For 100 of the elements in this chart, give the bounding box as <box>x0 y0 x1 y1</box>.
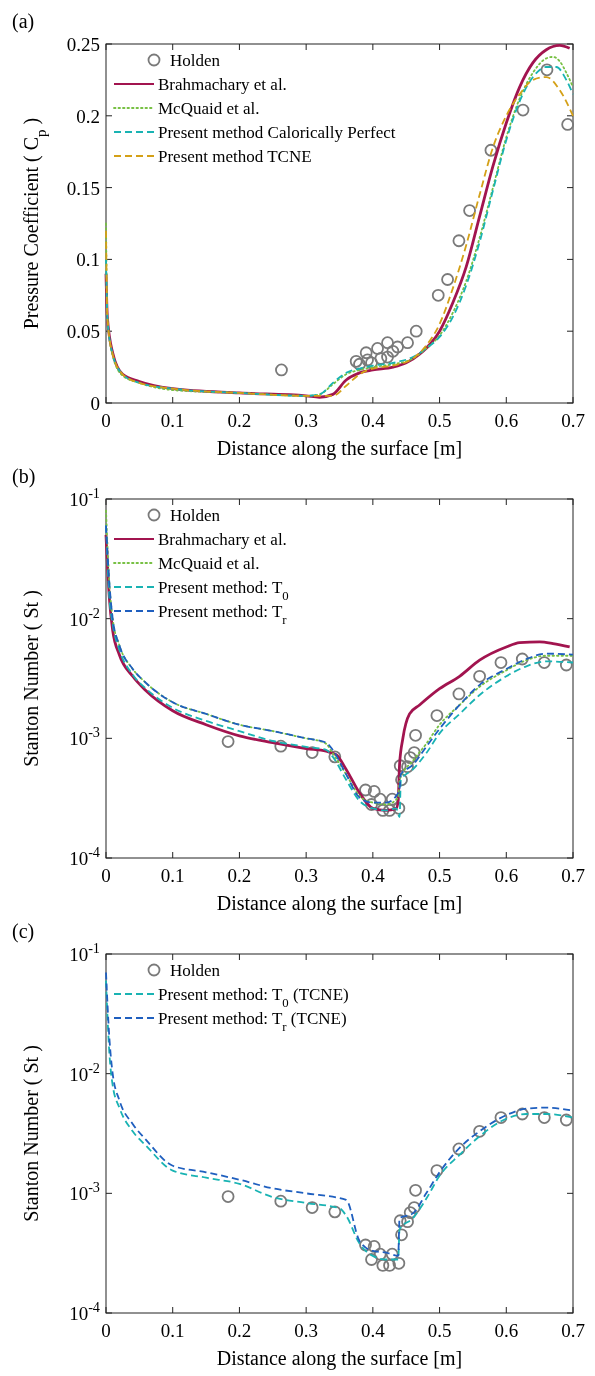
point <box>452 687 466 701</box>
point <box>221 735 235 748</box>
x-tick-label: 0.6 <box>494 865 519 886</box>
point <box>361 353 374 367</box>
point <box>401 760 414 774</box>
legend-label: Holden <box>170 506 221 525</box>
x-tick-label: 0.3 <box>294 410 319 431</box>
point <box>374 352 388 365</box>
point <box>367 785 381 798</box>
point <box>395 773 408 787</box>
point <box>385 792 399 806</box>
point <box>407 746 421 759</box>
point <box>409 728 422 742</box>
point <box>383 1258 396 1272</box>
x-tick-label: 0.1 <box>160 1320 185 1341</box>
point <box>365 798 378 811</box>
point <box>395 1228 408 1242</box>
point <box>328 1205 342 1219</box>
point <box>365 1253 378 1266</box>
x-tick-label: 0.1 <box>160 410 185 431</box>
point <box>393 759 407 773</box>
point <box>561 118 575 131</box>
legend-label: Present method: T$_{0}$ (TCNE) <box>158 985 349 1010</box>
x-tick-label: 0.3 <box>294 865 319 886</box>
y-tick-label: 10$^{-3}$ <box>69 1179 100 1205</box>
y-tick-label: 10$^{-4}$ <box>69 844 100 869</box>
legend-label: McQuaid et al. <box>158 554 260 573</box>
y-tick-label: 0.1 <box>76 249 100 271</box>
y-tick-label: 10$^{-2}$ <box>69 604 100 630</box>
point <box>376 1258 390 1272</box>
point <box>381 350 394 364</box>
point <box>385 1247 399 1261</box>
point <box>274 739 288 753</box>
point <box>515 652 529 666</box>
x-tick-label: 0.7 <box>561 1320 585 1341</box>
point <box>305 746 319 759</box>
point <box>305 1201 319 1214</box>
point <box>353 357 366 371</box>
point <box>359 783 372 797</box>
point <box>365 356 378 370</box>
legend-label: Brahmachary et al. <box>158 530 287 549</box>
point <box>494 656 508 669</box>
legend-label: McQuaid et al. <box>158 99 260 118</box>
point <box>403 751 417 765</box>
legend-label: Present method: T$_{0}$ <box>158 578 289 603</box>
point <box>409 324 423 338</box>
point <box>409 1183 422 1197</box>
legend-label: Present method TCNE <box>158 147 312 166</box>
x-tick-label: 0.6 <box>494 410 519 431</box>
point <box>473 1124 486 1138</box>
point <box>391 340 404 354</box>
point <box>452 234 466 248</box>
y-tick-label: 10$^{-1}$ <box>69 485 100 510</box>
point <box>537 656 551 669</box>
point <box>359 1238 372 1252</box>
x-tick-label: 0.2 <box>227 1320 252 1341</box>
y-tick-label: 0.05 <box>66 321 100 343</box>
x-axis-title: Distance along the surface [m] <box>216 1347 463 1370</box>
legend-label: Present method: T$_{r}$ (TCNE) <box>158 1009 347 1034</box>
chart-title: (c) <box>12 920 35 943</box>
point <box>349 354 363 368</box>
chart-title: (b) <box>12 465 36 488</box>
point <box>452 1142 466 1156</box>
y-tick-label: 0 <box>90 393 100 414</box>
point <box>515 1107 529 1121</box>
point <box>540 63 554 77</box>
point <box>430 709 444 722</box>
y-tick-label: 10$^{-4}$ <box>69 1299 100 1324</box>
point <box>386 344 400 358</box>
x-tick-label: 0.5 <box>427 1320 452 1341</box>
point <box>371 342 384 355</box>
y-tick-label: 10$^{-2}$ <box>69 1059 100 1085</box>
legend-label: Holden <box>170 51 221 70</box>
point <box>441 273 454 286</box>
y-tick-label: 10$^{-1}$ <box>69 940 100 965</box>
y-axis-title: Stanton Number ( St ) <box>20 590 43 767</box>
point <box>221 1190 235 1203</box>
x-tick-label: 0.6 <box>494 1320 519 1341</box>
x-tick-label: 0.3 <box>294 1320 319 1341</box>
point <box>274 1194 288 1208</box>
point <box>393 1214 407 1228</box>
point <box>473 669 486 683</box>
y-tick-label: 10$^{-3}$ <box>69 724 100 750</box>
legend-label: Brahmachary et al. <box>158 75 287 94</box>
point <box>367 1240 381 1253</box>
point <box>494 1111 508 1124</box>
point <box>516 103 530 117</box>
x-tick-label: 0.5 <box>427 410 452 431</box>
legend-label: Holden <box>170 961 221 980</box>
point <box>376 803 390 817</box>
x-tick-label: 0.7 <box>561 410 585 431</box>
point <box>484 143 498 157</box>
point <box>559 1113 573 1127</box>
x-tick-label: 0.4 <box>360 1320 386 1341</box>
x-tick-label: 0.2 <box>227 865 252 886</box>
x-tick-label: 0.4 <box>360 865 386 886</box>
point <box>392 1256 406 1270</box>
point <box>401 1215 414 1229</box>
y-tick-label: 0.15 <box>66 177 100 199</box>
point <box>537 1111 551 1124</box>
